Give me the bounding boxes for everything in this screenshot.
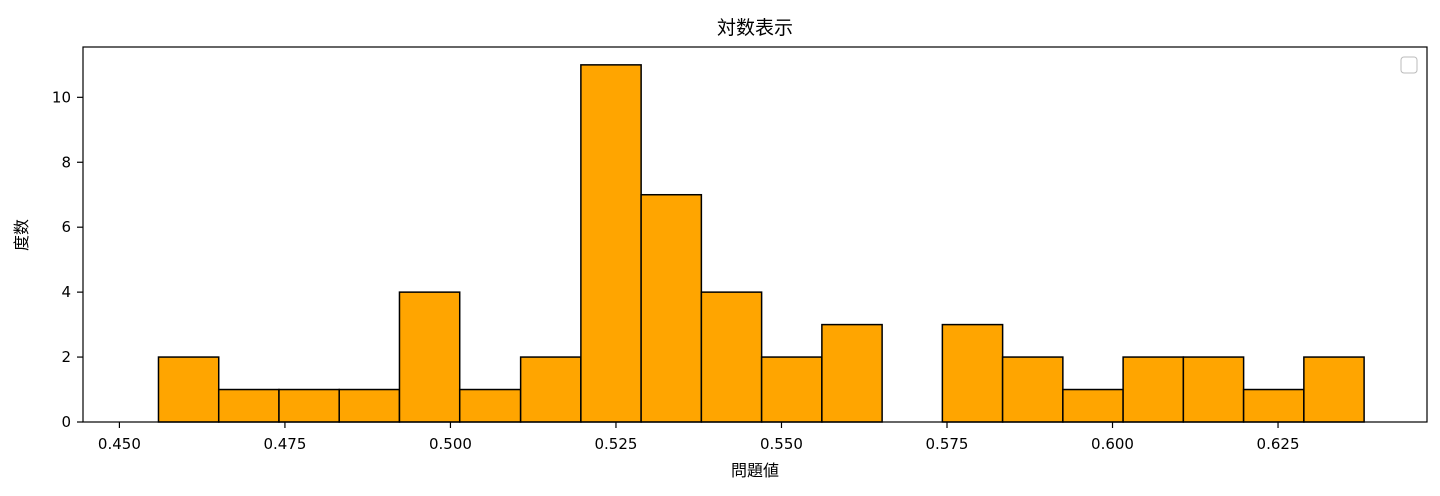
y-tick-label: 0 bbox=[61, 413, 71, 431]
histogram-bar bbox=[1303, 356, 1365, 423]
y-tick-label: 2 bbox=[61, 348, 71, 366]
histogram-bar bbox=[700, 291, 763, 423]
histogram-bar bbox=[278, 388, 340, 423]
histogram-bar bbox=[580, 64, 642, 423]
y-tick-label: 8 bbox=[61, 153, 71, 171]
x-tick-label: 0.575 bbox=[926, 435, 969, 453]
histogram-bar bbox=[519, 356, 582, 423]
x-tick-label: 0.625 bbox=[1257, 435, 1300, 453]
x-tick-label: 0.500 bbox=[429, 435, 472, 453]
histogram-bar bbox=[1182, 356, 1245, 423]
x-tick-label: 0.525 bbox=[594, 435, 637, 453]
histogram-bar bbox=[640, 193, 703, 423]
y-tick-label: 10 bbox=[52, 88, 71, 106]
plot-frame bbox=[82, 46, 1428, 423]
x-tick-label: 0.450 bbox=[98, 435, 141, 453]
histogram-bar bbox=[1001, 356, 1064, 423]
x-tick-label: 0.475 bbox=[263, 435, 306, 453]
histogram-bar bbox=[1122, 356, 1185, 423]
x-tick-label: 0.550 bbox=[760, 435, 803, 453]
histogram-bar bbox=[1062, 388, 1124, 423]
legend-box bbox=[1400, 56, 1418, 74]
histogram-bar bbox=[941, 323, 1004, 423]
histogram-bar bbox=[398, 291, 461, 423]
histogram-bar bbox=[821, 323, 883, 423]
chart-title: 対数表示 bbox=[717, 17, 793, 39]
y-axis-ticks: 0 2 4 6 8 10 bbox=[52, 88, 83, 431]
x-axis-ticks: 0.450 0.475 0.500 0.525 0.550 0.575 0.600 0.625 bbox=[98, 422, 1300, 453]
histogram-bar bbox=[217, 388, 280, 423]
histogram-bar bbox=[458, 388, 522, 423]
histogram-bar bbox=[157, 356, 220, 423]
histogram-bar bbox=[338, 388, 401, 423]
bars-group bbox=[157, 64, 1365, 423]
histogram-bar bbox=[760, 356, 823, 423]
y-axis-label: 度数 bbox=[12, 219, 31, 251]
y-tick-label: 6 bbox=[61, 218, 71, 236]
x-tick-label: 0.600 bbox=[1091, 435, 1134, 453]
histogram-bar bbox=[1242, 388, 1305, 423]
x-axis-label: 問題値 bbox=[731, 461, 779, 480]
y-tick-label: 4 bbox=[61, 283, 71, 301]
